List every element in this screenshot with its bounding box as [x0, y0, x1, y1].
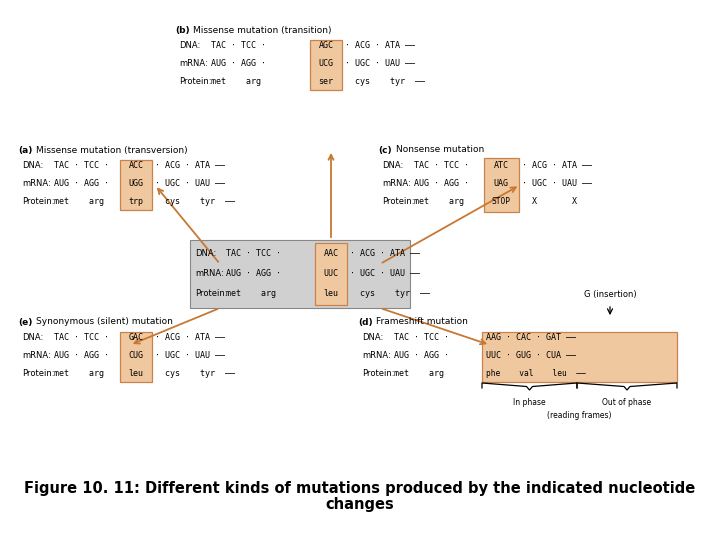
Text: cys    tyr  ——: cys tyr ——: [345, 78, 425, 86]
Text: DNA:: DNA:: [179, 42, 200, 51]
Text: TAC · TCC ·: TAC · TCC ·: [54, 334, 109, 342]
FancyBboxPatch shape: [190, 240, 410, 308]
Text: UAG: UAG: [493, 179, 508, 188]
Text: X       X: X X: [522, 198, 577, 206]
Text: TAC · TCC ·: TAC · TCC ·: [414, 161, 469, 171]
Text: Frameshift mutation: Frameshift mutation: [376, 318, 468, 327]
Text: trp: trp: [128, 198, 143, 206]
Text: met    arg: met arg: [226, 288, 276, 298]
Text: TAC · TCC ·: TAC · TCC ·: [226, 248, 281, 258]
Text: leu: leu: [128, 369, 143, 379]
Text: DNA:: DNA:: [22, 161, 43, 171]
Text: mRNA:: mRNA:: [362, 352, 391, 361]
Text: TAC · TCC ·: TAC · TCC ·: [54, 161, 109, 171]
Text: In phase: In phase: [513, 398, 546, 407]
Text: AUG · AGG ·: AUG · AGG ·: [414, 179, 469, 188]
Text: Protein:: Protein:: [195, 288, 228, 298]
Text: AUG · AGG ·: AUG · AGG ·: [211, 59, 266, 69]
Text: Missense mutation (transversion): Missense mutation (transversion): [36, 145, 188, 154]
Text: Figure 10. 11: Different kinds of mutations produced by the indicated nucleotide: Figure 10. 11: Different kinds of mutati…: [24, 481, 696, 496]
Text: mRNA:: mRNA:: [382, 179, 410, 188]
FancyBboxPatch shape: [310, 40, 342, 90]
Text: DNA:: DNA:: [362, 334, 383, 342]
Text: DNA:: DNA:: [22, 334, 43, 342]
Text: changes: changes: [325, 496, 395, 511]
Text: Nonsense mutation: Nonsense mutation: [396, 145, 485, 154]
Text: · UGC · UAU ——: · UGC · UAU ——: [155, 179, 225, 188]
Text: TAC · TCC ·: TAC · TCC ·: [394, 334, 449, 342]
Text: UCG: UCG: [318, 59, 333, 69]
Text: AAC: AAC: [323, 248, 338, 258]
Text: UUC: UUC: [323, 268, 338, 278]
Text: Synonymous (silent) mutation: Synonymous (silent) mutation: [36, 318, 173, 327]
Text: DNA:: DNA:: [195, 248, 216, 258]
Text: DNA:: DNA:: [382, 161, 403, 171]
Text: · UGC · UAU ——: · UGC · UAU ——: [155, 352, 225, 361]
Text: (d): (d): [358, 318, 373, 327]
Text: cys    tyr  ——: cys tyr ——: [350, 288, 430, 298]
Text: · UGC · UAU ——: · UGC · UAU ——: [350, 268, 420, 278]
Text: ser: ser: [318, 78, 333, 86]
Text: met    arg: met arg: [211, 78, 261, 86]
Text: mRNA:: mRNA:: [195, 268, 224, 278]
Text: phe    val    leu  ——: phe val leu ——: [486, 369, 586, 379]
Text: · UGC · UAU ——: · UGC · UAU ——: [345, 59, 415, 69]
Text: Protein:: Protein:: [382, 198, 415, 206]
Text: G (insertion): G (insertion): [584, 289, 636, 299]
Text: mRNA:: mRNA:: [179, 59, 208, 69]
Text: STOP: STOP: [492, 198, 510, 206]
FancyBboxPatch shape: [484, 158, 519, 212]
Text: mRNA:: mRNA:: [22, 352, 50, 361]
Text: AGC: AGC: [318, 42, 333, 51]
Text: · ACG · ATA ——: · ACG · ATA ——: [350, 248, 420, 258]
Text: · ACG · ATA ——: · ACG · ATA ——: [345, 42, 415, 51]
Text: (reading frames): (reading frames): [547, 411, 612, 421]
Text: · ACG · ATA ——: · ACG · ATA ——: [522, 161, 592, 171]
Text: (c): (c): [378, 145, 392, 154]
Text: · ACG · ATA ——: · ACG · ATA ——: [155, 334, 225, 342]
Text: Protein:: Protein:: [179, 78, 212, 86]
Text: leu: leu: [323, 288, 338, 298]
Text: CUG: CUG: [128, 352, 143, 361]
Text: mRNA:: mRNA:: [22, 179, 50, 188]
Text: Protein:: Protein:: [22, 198, 55, 206]
Text: TAC · TCC ·: TAC · TCC ·: [211, 42, 266, 51]
Text: ATC: ATC: [493, 161, 508, 171]
Text: Out of phase: Out of phase: [603, 398, 652, 407]
Text: met    arg: met arg: [54, 198, 104, 206]
Text: cys    tyr  ——: cys tyr ——: [155, 198, 235, 206]
FancyBboxPatch shape: [120, 332, 152, 382]
Text: AAG · CAC · GAT ——: AAG · CAC · GAT ——: [486, 334, 576, 342]
Text: met    arg: met arg: [54, 369, 104, 379]
Text: · UGC · UAU ——: · UGC · UAU ——: [522, 179, 592, 188]
FancyBboxPatch shape: [482, 332, 677, 382]
Text: met    arg: met arg: [394, 369, 444, 379]
Text: Protein:: Protein:: [22, 369, 55, 379]
Text: UUC · GUG · CUA ——: UUC · GUG · CUA ——: [486, 352, 576, 361]
Text: (b): (b): [175, 25, 189, 35]
Text: · ACG · ATA ——: · ACG · ATA ——: [155, 161, 225, 171]
Text: (e): (e): [18, 318, 32, 327]
Text: AUG · AGG ·: AUG · AGG ·: [54, 352, 109, 361]
Text: Protein:: Protein:: [362, 369, 395, 379]
Text: Missense mutation (transition): Missense mutation (transition): [193, 25, 331, 35]
Text: AUG · AGG ·: AUG · AGG ·: [226, 268, 281, 278]
Text: met    arg: met arg: [414, 198, 464, 206]
Text: ACC: ACC: [128, 161, 143, 171]
Text: (a): (a): [18, 145, 32, 154]
Text: GAC: GAC: [128, 334, 143, 342]
Text: AUG · AGG ·: AUG · AGG ·: [394, 352, 449, 361]
FancyBboxPatch shape: [315, 243, 347, 305]
Text: cys    tyr  ——: cys tyr ——: [155, 369, 235, 379]
Text: AUG · AGG ·: AUG · AGG ·: [54, 179, 109, 188]
FancyBboxPatch shape: [120, 160, 152, 210]
Text: UGG: UGG: [128, 179, 143, 188]
